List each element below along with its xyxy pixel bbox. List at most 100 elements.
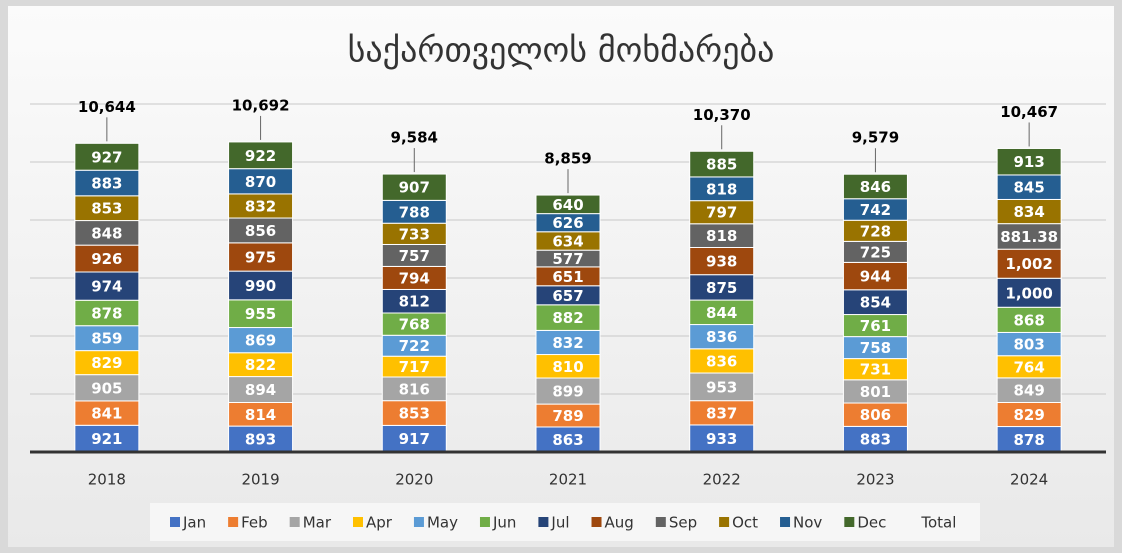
data-label: 757 xyxy=(399,247,430,265)
data-label: 955 xyxy=(245,305,276,323)
data-label: 917 xyxy=(399,430,430,448)
legend-label: Apr xyxy=(366,514,393,532)
data-label: 869 xyxy=(245,332,276,350)
data-label: 894 xyxy=(245,381,276,399)
x-tick-label: 2021 xyxy=(549,471,587,489)
data-label: 846 xyxy=(860,178,891,196)
data-label: 651 xyxy=(552,268,583,286)
legend-swatch xyxy=(353,517,363,527)
data-label: 742 xyxy=(860,201,891,219)
data-label: 797 xyxy=(706,204,737,222)
data-label: 926 xyxy=(91,250,122,268)
data-label: 881.38 xyxy=(1000,228,1058,246)
bar-segment xyxy=(996,306,1062,333)
legend-swatch xyxy=(591,517,602,527)
legend-label: Nov xyxy=(793,514,822,532)
chart-title: საქართველოს მოხმარება xyxy=(348,31,775,71)
bar-segment xyxy=(842,173,908,200)
legend-label: Jan xyxy=(182,514,206,532)
data-label: 974 xyxy=(91,278,122,296)
legend-label: Oct xyxy=(732,514,758,532)
data-label: 1,002 xyxy=(1005,255,1052,273)
total-label: 8,859 xyxy=(544,150,591,168)
data-label: 921 xyxy=(91,430,122,448)
legend-swatch xyxy=(479,517,490,527)
data-label: 836 xyxy=(706,328,737,346)
total-label: 10,467 xyxy=(1000,103,1058,121)
bar-segment xyxy=(74,142,140,171)
bar-segment xyxy=(689,324,755,350)
data-label: 913 xyxy=(1013,153,1044,171)
data-label: 728 xyxy=(860,222,891,240)
data-label: 814 xyxy=(245,406,276,424)
data-label: 789 xyxy=(552,407,583,425)
bar-segment xyxy=(689,348,755,374)
bar-segment xyxy=(996,401,1062,428)
bar-segment xyxy=(996,223,1062,250)
bar-segment xyxy=(689,150,755,178)
data-label: 731 xyxy=(860,361,891,379)
data-label: 806 xyxy=(860,406,891,424)
data-label: 822 xyxy=(245,356,276,374)
bar-segment xyxy=(842,289,908,316)
data-label: 882 xyxy=(552,309,583,327)
legend-label: Sep xyxy=(669,514,697,532)
total-label: 10,644 xyxy=(78,98,136,116)
data-label: 875 xyxy=(706,279,737,297)
data-label: 803 xyxy=(1013,336,1044,354)
bar-segment xyxy=(535,377,601,405)
data-label: 794 xyxy=(399,269,430,287)
legend-swatch xyxy=(719,517,730,527)
legend-swatch xyxy=(170,517,180,527)
bar-segment xyxy=(996,377,1062,403)
bar-segment xyxy=(74,350,140,376)
x-tick-label: 2024 xyxy=(1010,471,1048,489)
bar-segment xyxy=(381,173,447,201)
data-label: 722 xyxy=(399,337,430,355)
bar-segment xyxy=(996,277,1062,308)
legend-box xyxy=(150,503,980,541)
bar-segment xyxy=(74,195,140,222)
data-label: 812 xyxy=(399,293,430,311)
data-label: 893 xyxy=(245,431,276,449)
data-label: 990 xyxy=(245,277,276,295)
legend-swatch xyxy=(655,517,666,527)
data-label: 938 xyxy=(706,253,737,271)
data-label: 577 xyxy=(552,250,583,268)
data-label: 829 xyxy=(91,354,122,372)
bar-segment xyxy=(535,329,601,356)
x-tick-label: 2022 xyxy=(703,471,741,489)
data-label: 853 xyxy=(399,405,430,423)
data-label: 944 xyxy=(860,268,891,286)
total-label: 9,579 xyxy=(852,129,899,147)
data-label: 863 xyxy=(552,431,583,449)
data-label: 634 xyxy=(552,232,583,250)
x-tick-label: 2019 xyxy=(241,471,279,489)
data-label: 854 xyxy=(860,294,891,312)
data-label: 657 xyxy=(552,287,583,305)
total-label: 9,584 xyxy=(391,129,438,147)
data-label: 859 xyxy=(91,330,122,348)
x-tick-label: 2018 xyxy=(88,471,126,489)
data-label: 836 xyxy=(706,352,737,370)
bar-segment xyxy=(535,194,601,215)
data-label: 829 xyxy=(1013,406,1044,424)
data-label: 870 xyxy=(245,173,276,191)
legend-swatch xyxy=(538,517,549,527)
data-label: 845 xyxy=(1013,179,1044,197)
data-label: 907 xyxy=(399,179,430,197)
data-label: 975 xyxy=(245,248,276,266)
data-label: 764 xyxy=(1013,358,1044,376)
data-label: 758 xyxy=(860,339,891,357)
data-label: 725 xyxy=(860,243,891,261)
legend-swatch xyxy=(844,517,855,527)
data-label: 853 xyxy=(91,200,122,218)
data-label: 905 xyxy=(91,379,122,397)
data-label: 856 xyxy=(245,222,276,240)
data-label: 878 xyxy=(1013,431,1044,449)
data-label: 834 xyxy=(1013,203,1044,221)
data-label: 801 xyxy=(860,383,891,401)
legend-label: Jun xyxy=(492,514,516,532)
data-label: 768 xyxy=(399,316,430,334)
